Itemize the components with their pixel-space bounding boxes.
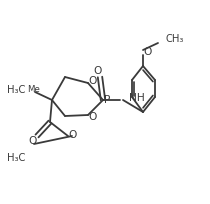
Text: P: P [104, 95, 110, 105]
Text: O: O [69, 130, 77, 140]
Text: H₃C: H₃C [7, 153, 25, 163]
Text: O: O [94, 66, 102, 76]
Text: O: O [29, 136, 37, 146]
Text: NH: NH [129, 93, 145, 103]
Text: CH₃: CH₃ [166, 34, 184, 44]
Text: O: O [89, 76, 97, 86]
Text: O: O [144, 47, 152, 57]
Text: H₃C: H₃C [7, 85, 25, 95]
Text: Me: Me [28, 85, 41, 94]
Text: O: O [89, 112, 97, 122]
